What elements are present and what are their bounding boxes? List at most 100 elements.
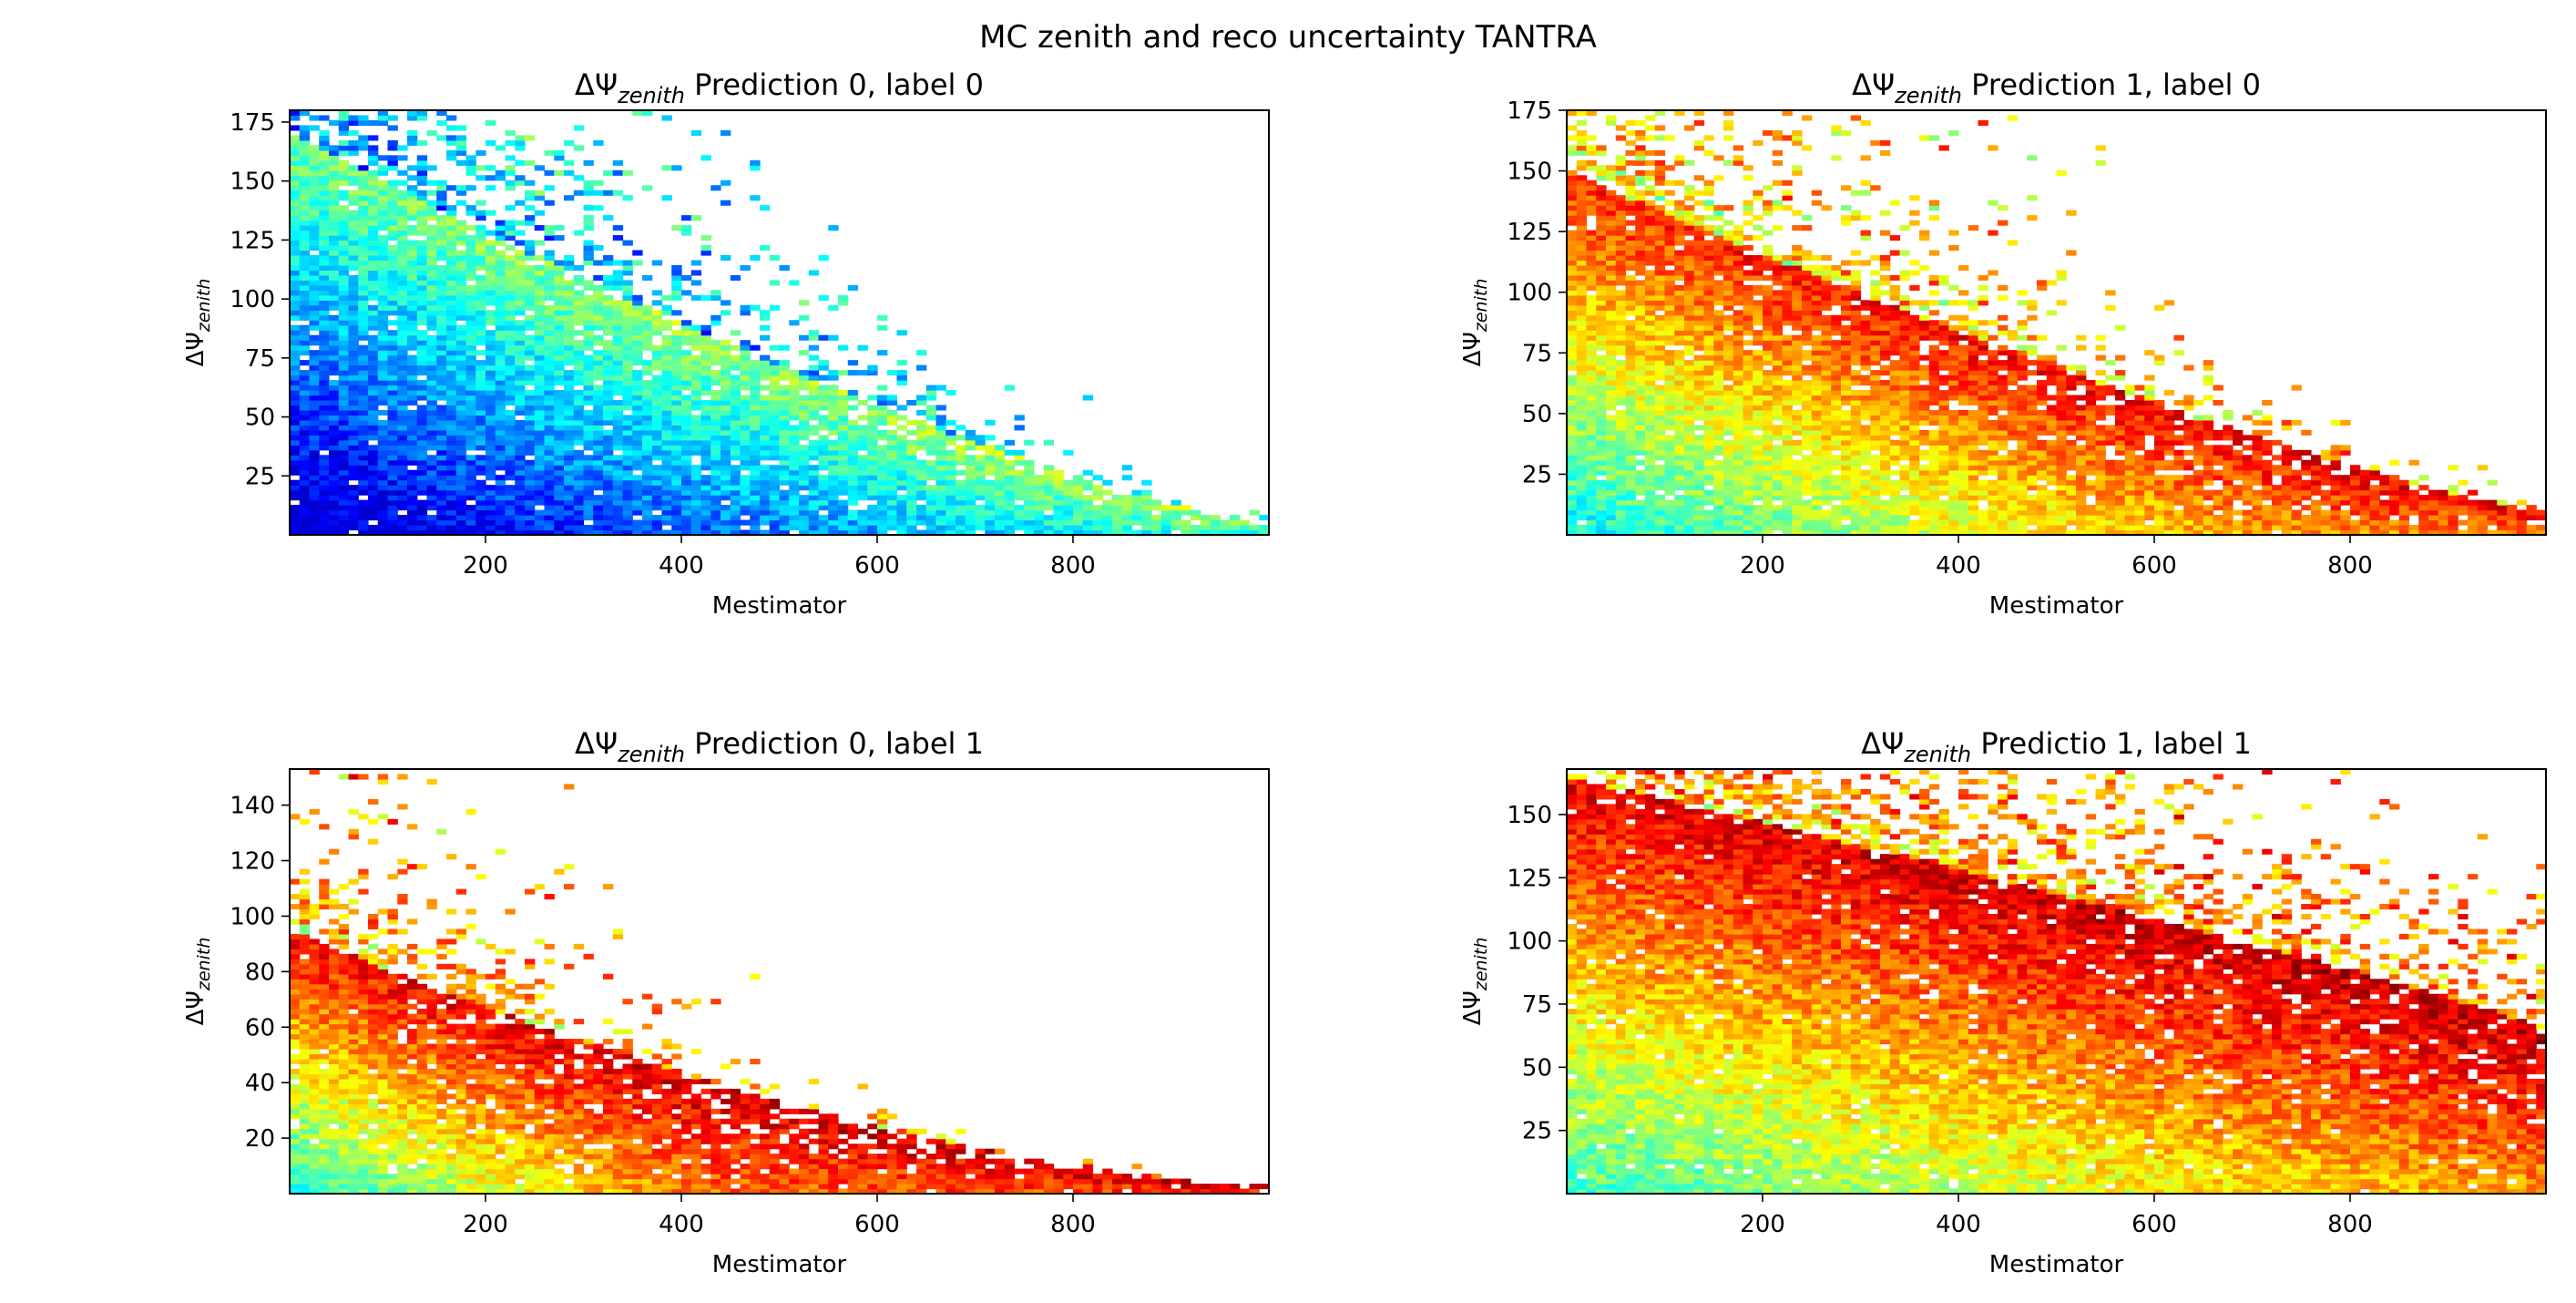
heatmap-cell xyxy=(465,445,476,451)
heatmap-cell xyxy=(416,409,428,416)
heatmap-cell xyxy=(377,155,389,161)
heatmap-cell xyxy=(622,519,633,526)
heatmap-cell xyxy=(975,489,986,496)
heatmap-cell xyxy=(1615,445,1627,451)
heatmap-cell xyxy=(377,110,389,117)
heatmap-cell xyxy=(377,449,389,456)
heatmap-cell xyxy=(416,429,428,436)
heatmap-cell xyxy=(1053,495,1064,501)
heatmap-cell xyxy=(465,350,476,356)
heatmap-cell xyxy=(338,399,350,406)
heatmap-cell xyxy=(564,344,575,351)
heatmap-cell xyxy=(495,284,506,291)
heatmap-cell xyxy=(329,225,340,231)
heatmap-cell xyxy=(534,334,546,341)
heatmap-cell xyxy=(818,485,829,491)
heatmap-cell xyxy=(651,475,663,481)
heatmap-cell xyxy=(603,374,614,381)
heatmap-cell xyxy=(1654,294,1666,301)
heatmap-cell xyxy=(455,515,467,521)
heatmap-cell xyxy=(935,429,946,436)
heatmap-cell xyxy=(544,399,555,406)
heatmap-cell xyxy=(515,425,526,431)
heatmap-cell xyxy=(1170,515,1181,521)
heatmap-cell xyxy=(847,449,859,456)
heatmap-cell xyxy=(1606,485,1617,491)
heatmap-cell xyxy=(416,364,428,371)
heatmap-cell xyxy=(632,250,643,256)
heatmap-cell xyxy=(426,455,437,461)
heatmap-cell xyxy=(290,515,301,521)
heatmap-cell xyxy=(446,445,457,451)
heatmap-cell xyxy=(916,409,927,416)
heatmap-cell xyxy=(348,419,359,426)
heatmap-cell xyxy=(1586,235,1597,241)
heatmap-cell xyxy=(1703,260,1714,266)
heatmap-cell xyxy=(1664,409,1675,416)
heatmap-cell xyxy=(721,395,731,401)
heatmap-cell xyxy=(554,300,565,306)
heatmap-cell xyxy=(319,334,330,341)
heatmap-cell xyxy=(1151,515,1162,521)
heatmap-cell xyxy=(985,419,996,426)
heatmap-cell xyxy=(1043,495,1055,501)
heatmap-cell xyxy=(1664,300,1675,306)
heatmap-cell xyxy=(818,385,829,391)
heatmap-cell xyxy=(710,479,721,486)
heatmap-cell xyxy=(642,479,653,486)
heatmap-cell xyxy=(818,390,829,396)
heatmap-cell xyxy=(612,324,624,331)
heatmap-cell xyxy=(554,374,565,381)
heatmap-cell xyxy=(319,240,330,246)
heatmap-cell xyxy=(1674,310,1685,316)
heatmap-cell xyxy=(387,479,398,486)
heatmap-cell xyxy=(867,525,878,531)
heatmap-cell xyxy=(1063,479,1074,486)
heatmap-cell xyxy=(554,449,565,456)
heatmap-cell xyxy=(290,344,301,351)
heatmap-cell xyxy=(397,334,408,341)
heatmap-cell xyxy=(290,435,301,441)
heatmap-cell xyxy=(838,475,849,481)
heatmap-cell xyxy=(319,439,330,446)
heatmap-cell xyxy=(671,364,682,371)
heatmap-cell xyxy=(935,425,946,431)
heatmap-cell xyxy=(475,320,486,326)
heatmap-cell xyxy=(554,340,565,346)
heatmap-cell xyxy=(426,479,437,486)
heatmap-cell xyxy=(1635,449,1646,456)
heatmap-cell xyxy=(299,415,311,421)
heatmap-cell xyxy=(1606,300,1617,306)
heatmap-cell xyxy=(925,529,937,536)
heatmap-cell xyxy=(730,385,741,391)
heatmap-cell xyxy=(515,529,526,536)
heatmap-cell xyxy=(847,529,859,536)
heatmap-cell xyxy=(387,125,398,131)
heatmap-cell xyxy=(642,499,653,506)
heatmap-cell xyxy=(642,529,653,536)
heatmap-cell xyxy=(622,314,633,321)
heatmap-cell xyxy=(1684,210,1695,216)
heatmap-cell xyxy=(1674,515,1685,521)
heatmap-cell xyxy=(1141,529,1152,536)
heatmap-cell xyxy=(1703,240,1714,246)
heatmap-cell xyxy=(299,215,311,221)
heatmap-cell xyxy=(1586,270,1597,276)
heatmap-cell xyxy=(925,525,937,531)
heatmap-cell xyxy=(387,429,398,436)
heatmap-cell xyxy=(789,489,800,496)
heatmap-cell xyxy=(1567,449,1578,456)
heatmap-cell xyxy=(1576,210,1588,216)
heatmap-cell xyxy=(1674,200,1685,206)
heatmap-cell xyxy=(1674,205,1685,211)
heatmap-cell xyxy=(1606,284,1617,291)
heatmap-cell xyxy=(348,304,359,311)
heatmap-cell xyxy=(760,334,771,341)
heatmap-cell xyxy=(877,515,888,521)
heatmap-cell xyxy=(808,469,820,476)
heatmap-cell xyxy=(740,374,751,381)
heatmap-cell xyxy=(1684,324,1695,331)
heatmap-cell xyxy=(544,320,555,326)
heatmap-cell xyxy=(896,495,907,501)
heatmap-cell xyxy=(1693,354,1705,361)
